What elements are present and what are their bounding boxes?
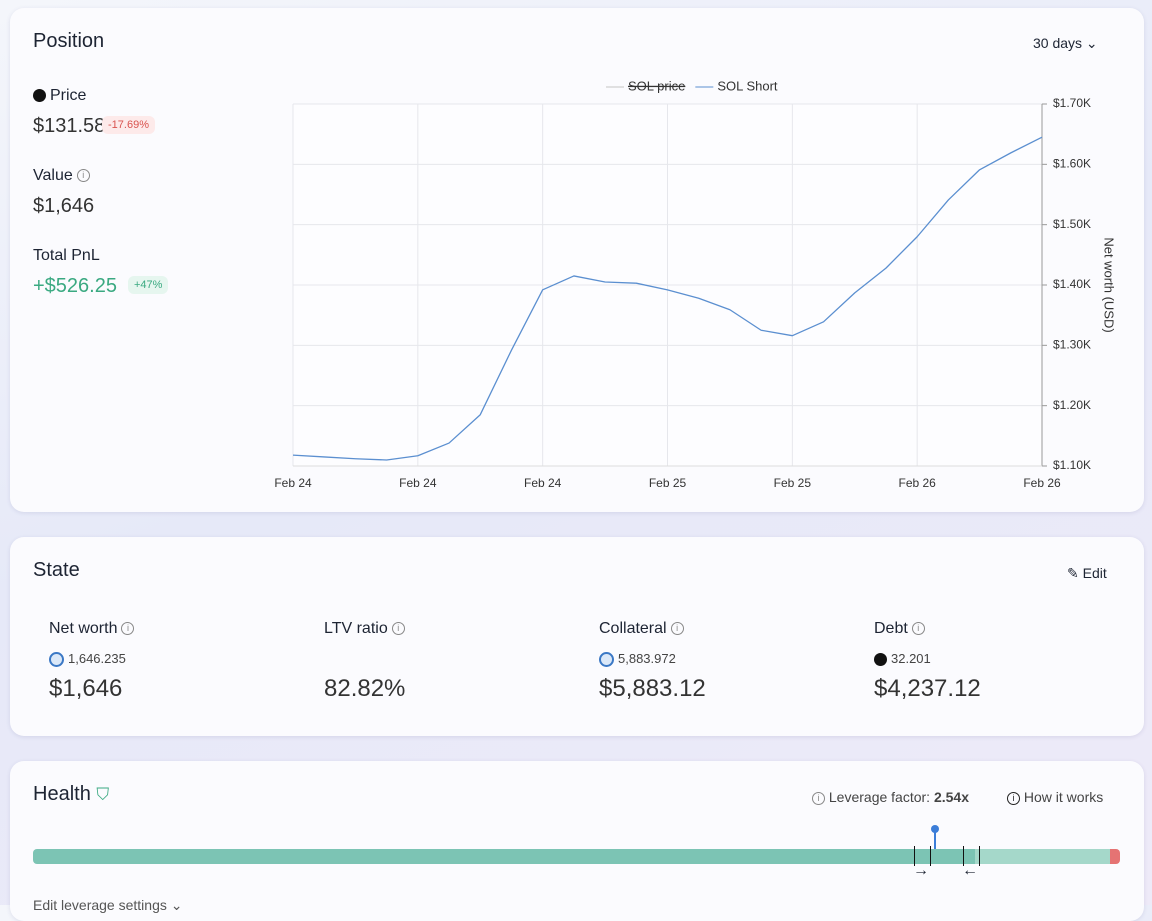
pnl-label: Total PnL xyxy=(33,247,100,264)
y-tick-label: $1.30K xyxy=(1053,338,1091,352)
marker xyxy=(930,846,931,866)
health-bar xyxy=(1110,849,1120,864)
pin xyxy=(934,828,936,849)
section-title: Health ⛉ xyxy=(33,783,110,805)
label: Price xyxy=(50,87,87,104)
y-tick-label: $1.20K xyxy=(1053,398,1091,412)
info-icon: i xyxy=(911,622,925,636)
metric-value: $4,237.12 xyxy=(874,675,981,702)
metric-label: Net worth i xyxy=(49,620,135,638)
x-tick-label: Feb 24 xyxy=(524,476,562,490)
leverage: i Leverage factor: 2.54x xyxy=(808,789,969,805)
state-card xyxy=(10,537,1144,736)
range: 30 days xyxy=(1033,35,1083,51)
y-tick-label: $1.40K xyxy=(1053,277,1091,291)
amount: 5,883.972 xyxy=(618,651,676,666)
metric-value: $5,883.12 xyxy=(599,675,706,702)
y-tick-label: $1.10K xyxy=(1053,458,1091,472)
leverage-value: 2.54x xyxy=(933,789,969,805)
token-icon xyxy=(49,652,64,668)
how-it-works[interactable]: i How it works xyxy=(1003,789,1103,805)
metric-value: 82.82% xyxy=(324,675,406,702)
arrow: ← xyxy=(962,862,978,879)
edit-button[interactable]: ✎ Edit xyxy=(1067,565,1107,581)
value-label: Value i xyxy=(33,167,90,185)
info-icon: i xyxy=(121,622,135,636)
info-icon: i xyxy=(391,622,405,636)
label: How it works xyxy=(1023,789,1104,805)
section-title: Position xyxy=(33,30,105,52)
amount: 32.201 xyxy=(891,651,931,666)
label: Value xyxy=(33,167,73,184)
y-tick-label: $1.50K xyxy=(1053,217,1091,231)
metric-label: Collateral i xyxy=(599,620,684,638)
amount: 1,646.235 xyxy=(68,651,126,666)
metric-amount: 5,883.972 xyxy=(599,651,676,668)
price-change: -17.69% xyxy=(102,116,155,134)
health-bar xyxy=(975,849,1110,864)
x-tick-label: Feb 24 xyxy=(274,476,312,490)
pin-head xyxy=(931,825,939,833)
price-label: Price xyxy=(33,87,86,105)
health-card xyxy=(10,761,1144,921)
section-title: State xyxy=(33,559,80,581)
y-tick-label: $1.60K xyxy=(1053,157,1091,171)
metric-value: $1,646 xyxy=(49,675,123,702)
pnl: +$526.25 xyxy=(33,275,117,297)
x-tick-label: Feb 26 xyxy=(898,476,936,490)
marker xyxy=(963,846,964,866)
chart: $1.10K $1.20K $1.30K $1.40K $1.50K $1.60K $1.7… xyxy=(274,78,1117,490)
legend-label: SOL price xyxy=(628,78,685,93)
y-tick-label: $1.70K xyxy=(1053,96,1091,110)
y-axis-label: Net worth (USD) xyxy=(1102,237,1117,332)
marker xyxy=(914,846,915,866)
x-tick-label: Feb 25 xyxy=(649,476,687,490)
label: Edit leverage settings xyxy=(33,897,167,913)
value: $1,646 xyxy=(33,195,95,217)
label: Edit xyxy=(1082,565,1107,581)
token-icon xyxy=(874,653,887,667)
token-icon xyxy=(599,652,614,668)
metric-amount: 1,646.235 xyxy=(49,651,126,668)
x-tick-label: Feb 24 xyxy=(399,476,437,490)
metric-label: Debt i xyxy=(874,620,925,638)
pnl-change: +47% xyxy=(128,276,169,294)
info-icon: i xyxy=(670,622,684,636)
health-bar xyxy=(33,849,975,864)
x-tick-label: Feb 25 xyxy=(774,476,812,490)
edit-leverage[interactable]: Edit leverage settings ⌄ xyxy=(33,897,183,913)
legend-label: SOL Short xyxy=(717,78,778,93)
label: Leverage factor: xyxy=(828,789,931,805)
metric-amount: 32.201 xyxy=(874,651,931,667)
metric-label: LTV ratio i xyxy=(324,620,405,638)
marker xyxy=(979,846,980,866)
price: $131.58 xyxy=(33,115,106,137)
line xyxy=(292,136,1043,461)
range-select[interactable]: 30 days ⌄ xyxy=(1033,35,1098,51)
arrow: → xyxy=(913,862,929,879)
x-tick-label: Feb 26 xyxy=(1023,476,1061,490)
title: Health xyxy=(33,783,91,805)
